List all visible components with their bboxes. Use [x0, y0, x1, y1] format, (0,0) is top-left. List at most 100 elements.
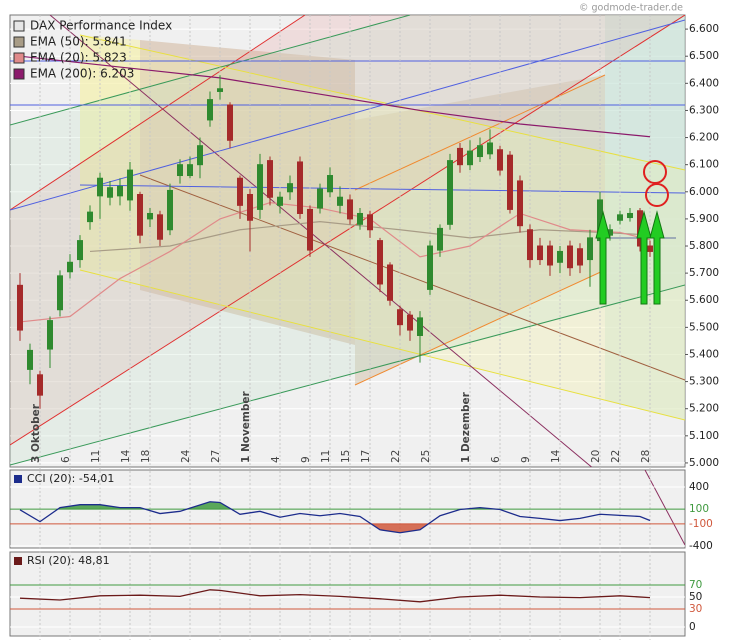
legend-swatch [14, 557, 22, 565]
x-tick-label: 11 [90, 450, 102, 463]
overbought-area [20, 501, 650, 510]
candle-body [387, 264, 393, 301]
x-tick-label: 11 [320, 450, 332, 463]
y-tick-label: 6.500 [689, 50, 719, 62]
y-tick-label: 5.900 [689, 213, 719, 225]
candle-body [567, 245, 573, 269]
candle-body [167, 189, 173, 231]
candle-body [267, 160, 273, 198]
y-tick-label: 5.200 [689, 403, 719, 415]
legend-label: EMA (50): 5.841 [30, 35, 127, 49]
x-tick-label: 9 [300, 456, 312, 463]
candle-body [547, 245, 553, 266]
candle-body [127, 169, 133, 201]
candle-body [147, 212, 153, 220]
legend-label: EMA (200): 6.203 [30, 67, 134, 81]
y-tick-label: 6.600 [689, 23, 719, 35]
y-tick-label: 50 [689, 591, 702, 603]
trend-line [10, 284, 685, 466]
indicator-line [19, 589, 651, 603]
trend-line [10, 15, 306, 211]
x-tick-label: 22 [610, 450, 622, 463]
x-tick-label: 22 [390, 450, 402, 463]
candle-body [227, 104, 233, 141]
candle-body [627, 212, 633, 219]
candle-body [647, 245, 653, 252]
candle-body [367, 214, 373, 231]
legend-swatch [13, 36, 25, 48]
candle-body [477, 145, 483, 158]
candle-body [87, 211, 93, 223]
candle-body [417, 317, 423, 336]
y-tick-label: 6.000 [689, 186, 719, 198]
indicator-line [19, 501, 651, 534]
marker-circle [643, 160, 667, 184]
x-tick-label: 24 [180, 449, 192, 463]
candle-body [377, 240, 383, 285]
candle-body [247, 193, 253, 221]
indicator-label: CCI (20): -54,01 [27, 472, 114, 485]
candle-body [337, 196, 343, 206]
candle-body [27, 349, 33, 370]
legend-swatch [13, 68, 25, 80]
candle-body [577, 248, 583, 266]
y-tick-label: 5.600 [689, 294, 719, 306]
candle-body [617, 214, 623, 221]
zone [355, 75, 605, 385]
x-tick-label: 15 [340, 450, 352, 463]
ema-line [89, 221, 651, 253]
y-tick-label: 70 [689, 579, 702, 591]
candle-body [187, 164, 193, 177]
ema-line [19, 202, 651, 323]
candle-body [557, 250, 563, 263]
zone [80, 35, 140, 272]
signal-arrow [649, 210, 665, 305]
y-tick-label: 5.300 [689, 376, 719, 388]
y-tick-label: 100 [689, 503, 709, 515]
y-tick-label: 6.100 [689, 159, 719, 171]
legend-label: DAX Performance Index [30, 19, 172, 33]
y-tick-label: 6.300 [689, 104, 719, 116]
y-tick-label: 30 [689, 603, 702, 615]
x-tick-label: 27 [210, 450, 222, 463]
candle-body [307, 208, 313, 251]
x-tick-label: 9 [520, 456, 532, 463]
y-tick-label: 0 [689, 621, 696, 633]
x-tick-label: 25 [420, 450, 432, 463]
candle-body [527, 229, 533, 261]
x-tick-label: 6 [60, 456, 72, 463]
signal-arrow [636, 210, 652, 305]
trend-line [79, 269, 685, 421]
candle-body [157, 214, 163, 240]
candle-body [397, 309, 403, 326]
x-tick-label: 17 [360, 450, 372, 463]
candle-body [437, 227, 443, 251]
candle-body [97, 177, 103, 197]
candle-body [407, 314, 413, 331]
candle-body [277, 196, 283, 206]
x-tick-label: 14 [120, 449, 132, 463]
candle-body [347, 199, 353, 220]
signal-arrow [595, 210, 611, 305]
candle-body [17, 284, 23, 331]
candle-body [517, 180, 523, 227]
candle-body [57, 275, 63, 311]
candle-body [487, 142, 493, 155]
candle-body [497, 149, 503, 171]
candle-body [237, 177, 243, 206]
x-tick-label: 18 [140, 450, 152, 463]
candle-body [467, 150, 473, 166]
candle-body [197, 145, 203, 166]
candle-body [457, 147, 463, 166]
trend-line [10, 15, 685, 446]
x-tick-label: 6 [490, 456, 502, 463]
candle-body [287, 183, 293, 193]
rsi-panel [9, 551, 686, 637]
y-tick-label: -100 [689, 518, 713, 530]
channel [10, 15, 685, 465]
candle-body [427, 245, 433, 290]
trend-line [139, 174, 685, 381]
y-tick-label: 5.800 [689, 240, 719, 252]
zone [140, 40, 355, 345]
